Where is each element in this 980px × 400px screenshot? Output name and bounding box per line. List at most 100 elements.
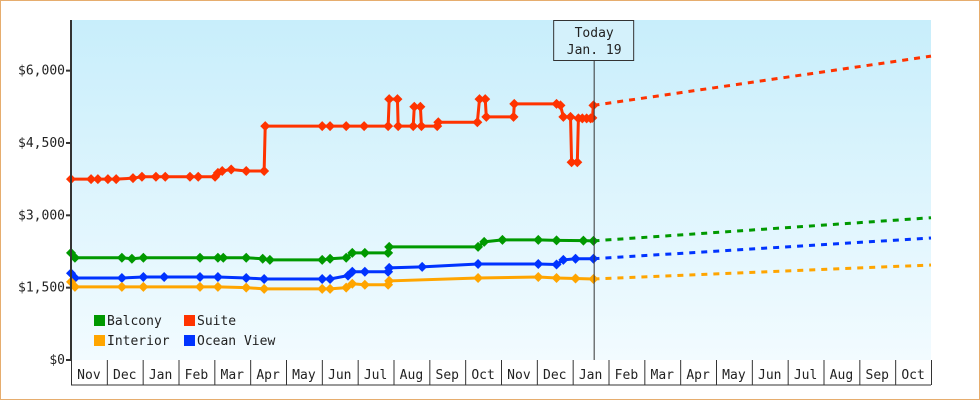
legend-swatch-ocean-view [184,335,195,346]
data-point-interior [138,281,149,292]
x-tick-label: Feb [615,368,639,383]
forecast-line-balcony [593,216,932,243]
data-point-ocean-view [588,253,599,264]
data-point-interior [259,283,270,294]
data-point-ocean-view [159,272,170,283]
data-point-balcony [533,234,544,245]
x-tick-label: Jul [794,368,817,383]
data-point-ocean-view [558,254,569,265]
data-point-suite [86,174,97,185]
series-interior [66,263,932,294]
data-point-interior [116,281,127,292]
data-point-suite [383,121,394,132]
data-point-ocean-view [533,259,544,270]
data-point-ocean-view [317,273,328,284]
x-tick-label: Feb [185,368,209,383]
data-point-suite [572,157,583,168]
data-point-ocean-view [259,273,270,284]
data-point-interior [551,273,562,284]
data-point-ocean-view [551,259,562,270]
series-suite [66,54,932,185]
today-date: Jan. 19 [567,43,622,58]
x-tick-label: Jun [758,368,781,383]
legend: Balcony Suite Interior Ocean View [94,314,275,349]
data-point-suite [558,111,569,122]
data-point-balcony [578,235,589,246]
data-point-balcony [341,252,352,263]
data-point-suite [136,171,147,182]
data-point-suite [474,94,485,105]
x-tick-label: Apr [686,368,710,383]
data-point-suite [555,100,566,111]
data-point-suite [508,111,519,122]
x-tick-label: Aug [830,368,853,383]
x-tick-label: Mar [651,368,675,383]
data-point-suite [241,165,252,176]
x-tick-label: Oct [471,368,494,383]
x-tick-label: Jan [579,368,602,383]
data-point-interior [317,283,328,294]
data-point-suite [160,171,171,182]
data-point-balcony [218,252,229,263]
x-tick-label: Apr [256,368,280,383]
data-point-suite [317,121,328,132]
data-point-suite [127,173,138,184]
data-point-interior [195,281,205,292]
data-point-interior [347,278,358,289]
data-point-suite [217,165,228,176]
data-point-interior [473,273,484,284]
y-tick-label: $1,500 [18,281,65,296]
x-tick-label: Mar [221,368,245,383]
data-point-balcony [473,241,484,252]
data-point-suite [566,157,577,168]
x-tick-label: May [292,368,316,383]
data-point-interior [588,273,599,284]
legend-swatch-balcony [94,315,105,326]
data-point-balcony [257,253,268,264]
data-point-suite [587,112,598,123]
data-point-interior [359,279,370,290]
forecast-line-suite [593,54,932,107]
plot-area [71,20,931,360]
data-point-ocean-view [417,261,428,272]
x-tick-label: Nov [77,368,101,383]
y-tick-label: $4,500 [18,136,65,151]
data-point-balcony [325,253,336,264]
data-point-balcony [212,252,223,263]
y-tick-label: $0 [49,353,65,368]
data-point-suite [392,94,403,105]
data-point-suite [92,174,103,185]
data-point-suite [184,171,195,182]
series-ocean-view [66,236,932,284]
data-point-suite [341,121,352,132]
data-point-suite [481,111,492,122]
legend-label-balcony: Balcony [107,314,162,329]
x-tick-label: Jun [328,368,351,383]
forecast-line-ocean-view [593,236,932,261]
x-tick-label: Sep [436,368,460,383]
legend-swatch-interior [94,335,105,346]
data-point-balcony [195,252,205,263]
data-point-balcony [479,236,490,247]
data-point-suite [259,165,270,176]
data-point-balcony [264,254,275,265]
legend-label-interior: Interior [107,334,170,349]
data-point-suite [393,121,404,132]
data-point-ocean-view [384,262,395,273]
legend-label-suite: Suite [197,314,236,329]
data-point-suite [111,174,122,185]
data-point-suite [260,121,271,132]
forecast-line-interior [593,263,932,281]
today-box [553,20,635,61]
legend-swatch-suite [184,315,195,326]
data-point-balcony [69,252,80,263]
x-tick-label: Nov [507,368,531,383]
x-tick-label: Dec [113,368,136,383]
data-point-balcony [138,252,149,263]
data-point-suite [359,121,370,132]
data-point-ocean-view [570,253,581,264]
data-point-suite [226,164,237,175]
x-tick-label: Sep [866,368,890,383]
data-point-suite [102,174,113,185]
